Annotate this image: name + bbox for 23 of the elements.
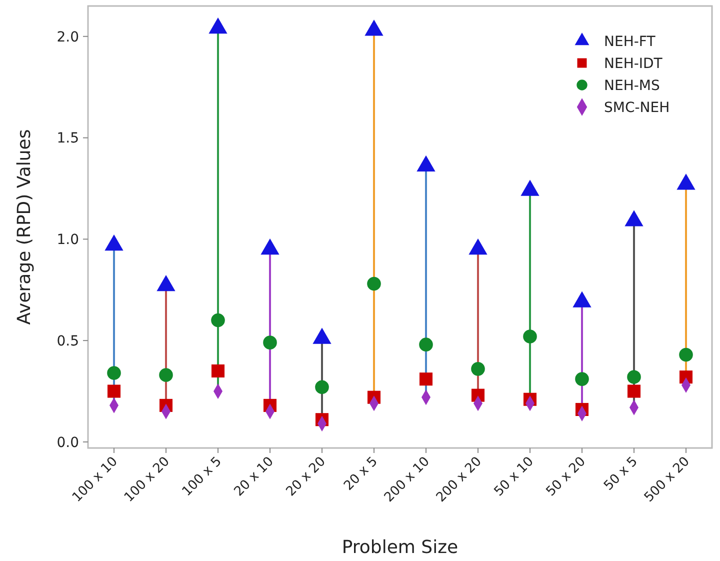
- y-tick-label: 1.0: [56, 232, 79, 248]
- x-tick-label: 100 x 20: [122, 454, 173, 506]
- y-tick-label: 2.0: [56, 29, 79, 46]
- x-tick-label: 50 x 20: [544, 454, 589, 500]
- x-tick-label: 100 x 10: [70, 454, 121, 506]
- x-axis-title: Problem Size: [342, 537, 458, 558]
- legend-label: NEH-MS: [604, 78, 660, 94]
- y-tick-label: 0.5: [56, 333, 79, 350]
- legend-label: SMC-NEH: [604, 100, 670, 116]
- y-tick-label: 0.0: [56, 434, 79, 451]
- x-tick-label: 100 x 5: [180, 454, 225, 500]
- y-tick-label: 1.5: [56, 130, 79, 147]
- x-tick-label: 20 x 20: [284, 454, 329, 500]
- y-axis-title: Average (RPD) Values: [14, 129, 35, 325]
- x-tick-label: 20 x 10: [232, 454, 277, 500]
- x-tick-label: 500 x 20: [642, 454, 693, 506]
- x-tick-label: 20 x 5: [341, 454, 381, 494]
- x-tick-label: 50 x 10: [492, 454, 537, 500]
- legend-label: NEH-FT: [604, 34, 656, 50]
- x-tick-label: 200 x 10: [382, 454, 433, 506]
- legend-label: NEH-IDT: [604, 56, 663, 72]
- x-tick-label: 50 x 5: [601, 454, 641, 494]
- x-tick-label: 200 x 20: [434, 454, 485, 506]
